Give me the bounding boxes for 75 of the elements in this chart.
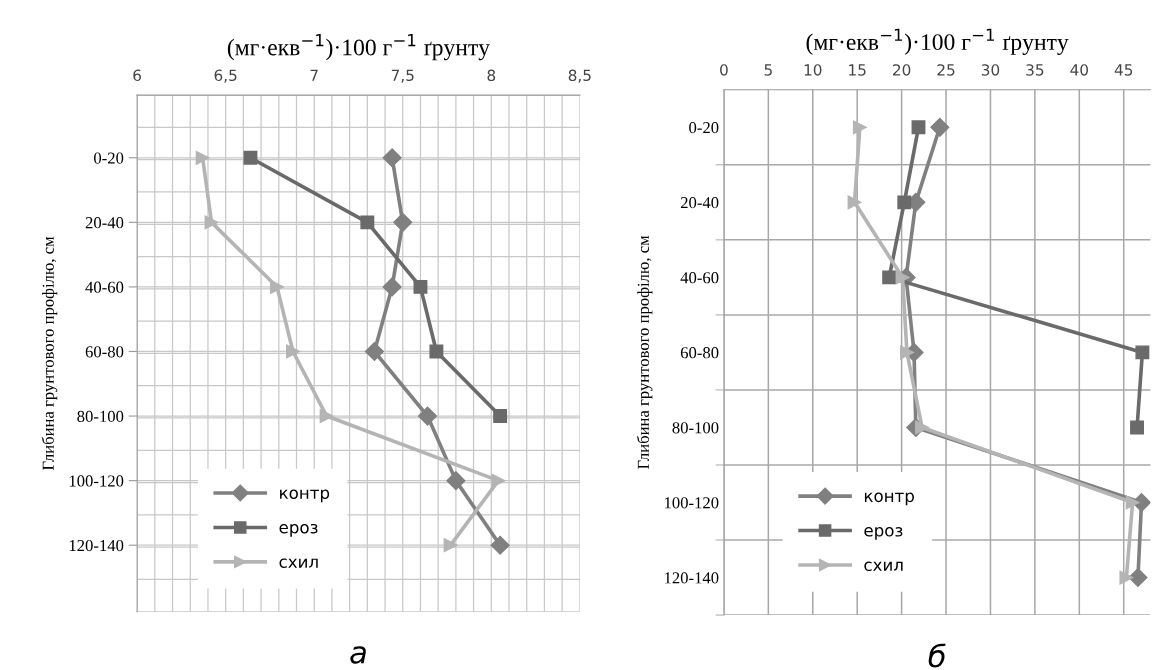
point [915, 420, 929, 435]
x-tick-label: 6,5 [214, 69, 237, 83]
x-tick-label: 7 [310, 69, 318, 81]
x-tick-label: 8 [487, 69, 496, 82]
point [413, 279, 428, 294]
point [1135, 345, 1150, 360]
x-tick-label: 5 [764, 64, 772, 76]
x-tick-label: 15 [849, 64, 866, 76]
x-axis-title: (мг·екв$^{−1}$)·100 г$^{−1}$ ґрунту [806, 28, 1069, 55]
text: а [350, 646, 366, 664]
point [895, 270, 910, 285]
point [195, 150, 210, 165]
y-tick-label: 20-40 [85, 217, 124, 229]
point [429, 344, 444, 359]
point [360, 215, 375, 230]
y-tick-label: 80-100 [77, 410, 124, 423]
point [847, 195, 862, 210]
point [911, 120, 926, 135]
y-tick-label: 120-140 [664, 572, 719, 584]
y-tick-label: 20-40 [680, 197, 719, 209]
point [490, 535, 510, 555]
y-tick-label: 80-100 [672, 422, 719, 434]
legend-label: контр [280, 489, 330, 503]
point [319, 409, 334, 424]
x-tick-label: 30 [981, 64, 1000, 76]
x-tick-label: 45 [1114, 64, 1133, 76]
y-tick-label: 40-60 [680, 272, 719, 284]
point [491, 473, 506, 488]
x-tick-label: 0 [720, 64, 728, 76]
y-tick-label: 60-80 [85, 346, 124, 358]
x-tick-label: 8,5 [568, 69, 591, 83]
y-tick-label: 0-20 [94, 152, 124, 164]
point [382, 277, 402, 297]
x-tick-label: 40 [1070, 64, 1089, 76]
text: б [928, 643, 946, 668]
y-axis-title: Глибина грунтового профілю, см [636, 235, 653, 470]
x-tick-label: 10 [804, 64, 822, 76]
legend-label: схил [864, 561, 903, 572]
legend-label: ероз [279, 523, 318, 537]
point [382, 148, 402, 168]
point [446, 471, 466, 491]
point [204, 215, 219, 230]
legend-label: схил [279, 558, 318, 568]
x-tick-label: 7,5 [391, 69, 414, 83]
y-tick-label: 100-120 [664, 497, 719, 509]
point [900, 345, 914, 360]
y-tick-label: 60-80 [680, 347, 719, 359]
point [443, 538, 458, 553]
point [882, 270, 897, 285]
point [1128, 568, 1148, 588]
x-tick-label: 25 [937, 64, 955, 76]
point [1125, 495, 1140, 510]
point [270, 279, 284, 294]
point [243, 150, 258, 165]
x-axis-title: (мг·екв$^{−1}$)·100 г$^{−1}$ ґрунту [227, 34, 490, 61]
point [418, 406, 438, 426]
point [493, 409, 508, 424]
point [364, 341, 384, 362]
y-tick-label: 120-140 [69, 539, 124, 552]
point [897, 195, 912, 210]
y-tick-label: 40-60 [85, 281, 124, 293]
y-axis-title: Глибина грунтового профілю, см [41, 236, 58, 471]
legend-label: контр [864, 492, 914, 506]
legend-label: ероз [864, 527, 903, 540]
y-tick-label: 100-120 [69, 475, 124, 487]
point [1119, 570, 1134, 585]
x-tick-label: 20 [893, 64, 911, 76]
point [393, 212, 413, 232]
y-tick-label: 0-20 [689, 122, 719, 134]
point [286, 344, 300, 359]
x-tick-label: 35 [1026, 64, 1044, 76]
point [1130, 420, 1144, 435]
x-tick-label: 6 [133, 69, 142, 82]
point [930, 117, 950, 137]
point [852, 120, 867, 135]
